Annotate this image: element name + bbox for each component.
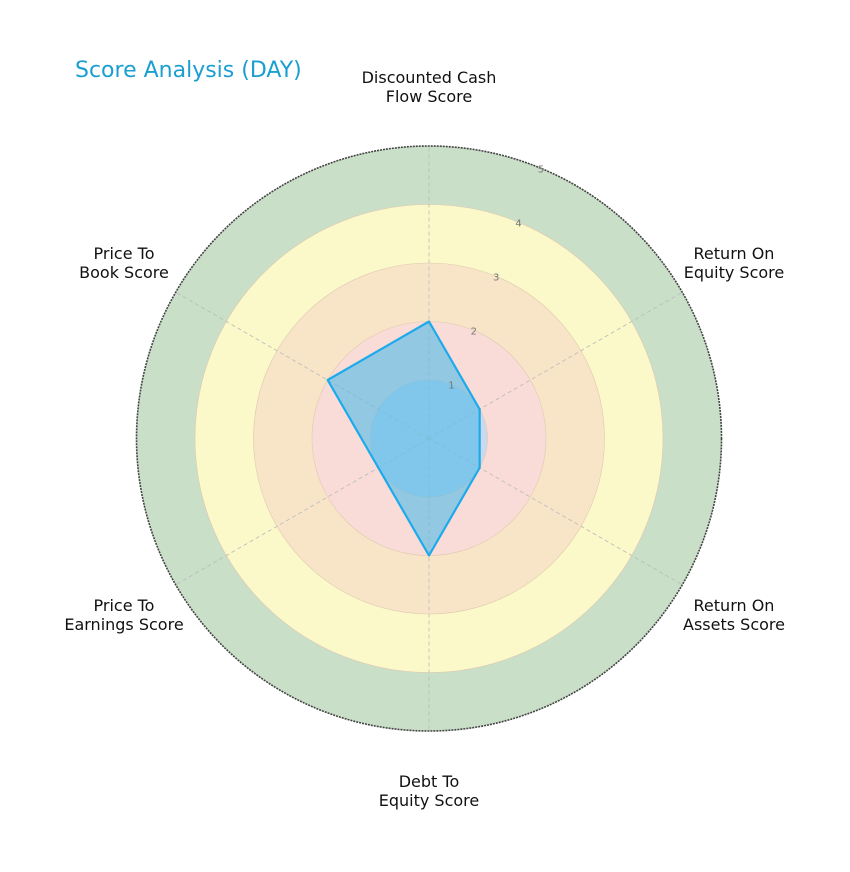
chart-title: Score Analysis (DAY) [75,58,302,83]
series-polygon [326,320,481,557]
axis-label: Price To Earnings Score [64,596,184,634]
axis-label: Return On Assets Score [683,596,785,634]
axis-label: Return On Equity Score [683,244,785,282]
data-polygon [326,320,481,557]
radial-tick-labels: 1 2 3 4 5 [448,164,544,391]
axis-label: Price To Book Score [79,244,169,282]
tick-label: 3 [493,272,499,283]
tick-label: 5 [538,164,544,175]
tick-label: 1 [448,380,454,391]
tick-label: 2 [471,326,477,337]
axis-label: Discounted Cash Flow Score [361,68,497,106]
axis-label: Debt To Equity Score [378,772,480,810]
tick-label: 4 [515,218,521,229]
